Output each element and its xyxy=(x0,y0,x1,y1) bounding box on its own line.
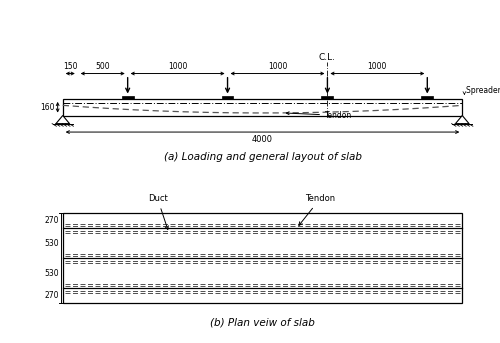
Bar xyxy=(63,213,462,304)
Bar xyxy=(422,96,433,99)
Text: 530: 530 xyxy=(44,269,60,278)
Text: 150: 150 xyxy=(63,62,78,71)
Bar xyxy=(322,96,334,99)
Text: 1000: 1000 xyxy=(268,62,287,71)
Text: Duct: Duct xyxy=(148,194,169,229)
Text: C.L.: C.L. xyxy=(319,53,336,62)
Text: 160: 160 xyxy=(40,103,54,112)
Text: Spreader plate: Spreader plate xyxy=(466,85,500,95)
Text: (b) Plan veiw of slab: (b) Plan veiw of slab xyxy=(210,318,315,328)
Text: 270: 270 xyxy=(45,216,60,225)
Text: 1000: 1000 xyxy=(168,62,188,71)
Text: 500: 500 xyxy=(96,62,110,71)
Text: (a) Loading and general layout of slab: (a) Loading and general layout of slab xyxy=(164,152,362,163)
Bar xyxy=(63,99,462,116)
Text: 1000: 1000 xyxy=(368,62,387,71)
Text: 270: 270 xyxy=(45,291,60,300)
Polygon shape xyxy=(56,116,70,124)
Text: 530: 530 xyxy=(44,239,60,248)
Bar xyxy=(122,96,134,99)
Bar xyxy=(222,96,234,99)
Text: Tendon: Tendon xyxy=(299,194,335,225)
Polygon shape xyxy=(456,116,469,124)
Text: Tendon: Tendon xyxy=(286,111,352,120)
Text: 4000: 4000 xyxy=(252,134,273,144)
